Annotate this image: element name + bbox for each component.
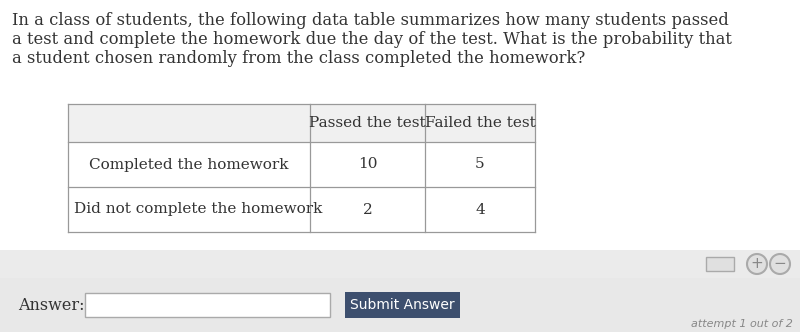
Text: +: +	[750, 257, 763, 272]
Circle shape	[770, 254, 790, 274]
Bar	[68, 142, 535, 232]
Text: 2: 2	[362, 203, 372, 216]
Bar	[0, 250, 800, 278]
Text: Completed the homework: Completed the homework	[90, 157, 289, 172]
Text: Passed the test: Passed the test	[309, 116, 426, 130]
Bar	[85, 293, 330, 317]
Text: Answer:: Answer:	[18, 296, 85, 313]
Text: Failed the test: Failed the test	[425, 116, 535, 130]
Text: In a class of students, the following data table summarizes how many students pa: In a class of students, the following da…	[12, 12, 729, 29]
Text: Did not complete the homework: Did not complete the homework	[74, 203, 322, 216]
Bar	[68, 104, 535, 142]
Bar	[345, 292, 460, 318]
Text: 4: 4	[475, 203, 485, 216]
Text: a student chosen randomly from the class completed the homework?: a student chosen randomly from the class…	[12, 50, 586, 67]
Bar	[0, 250, 800, 332]
Text: attempt 1 out of 2: attempt 1 out of 2	[691, 319, 793, 329]
Text: a test and complete the homework due the day of the test. What is the probabilit: a test and complete the homework due the…	[12, 31, 732, 48]
Circle shape	[747, 254, 767, 274]
Text: −: −	[774, 257, 786, 272]
Text: 10: 10	[358, 157, 378, 172]
Text: Submit Answer: Submit Answer	[350, 298, 455, 312]
Text: 5: 5	[475, 157, 485, 172]
Bar	[706, 257, 734, 271]
